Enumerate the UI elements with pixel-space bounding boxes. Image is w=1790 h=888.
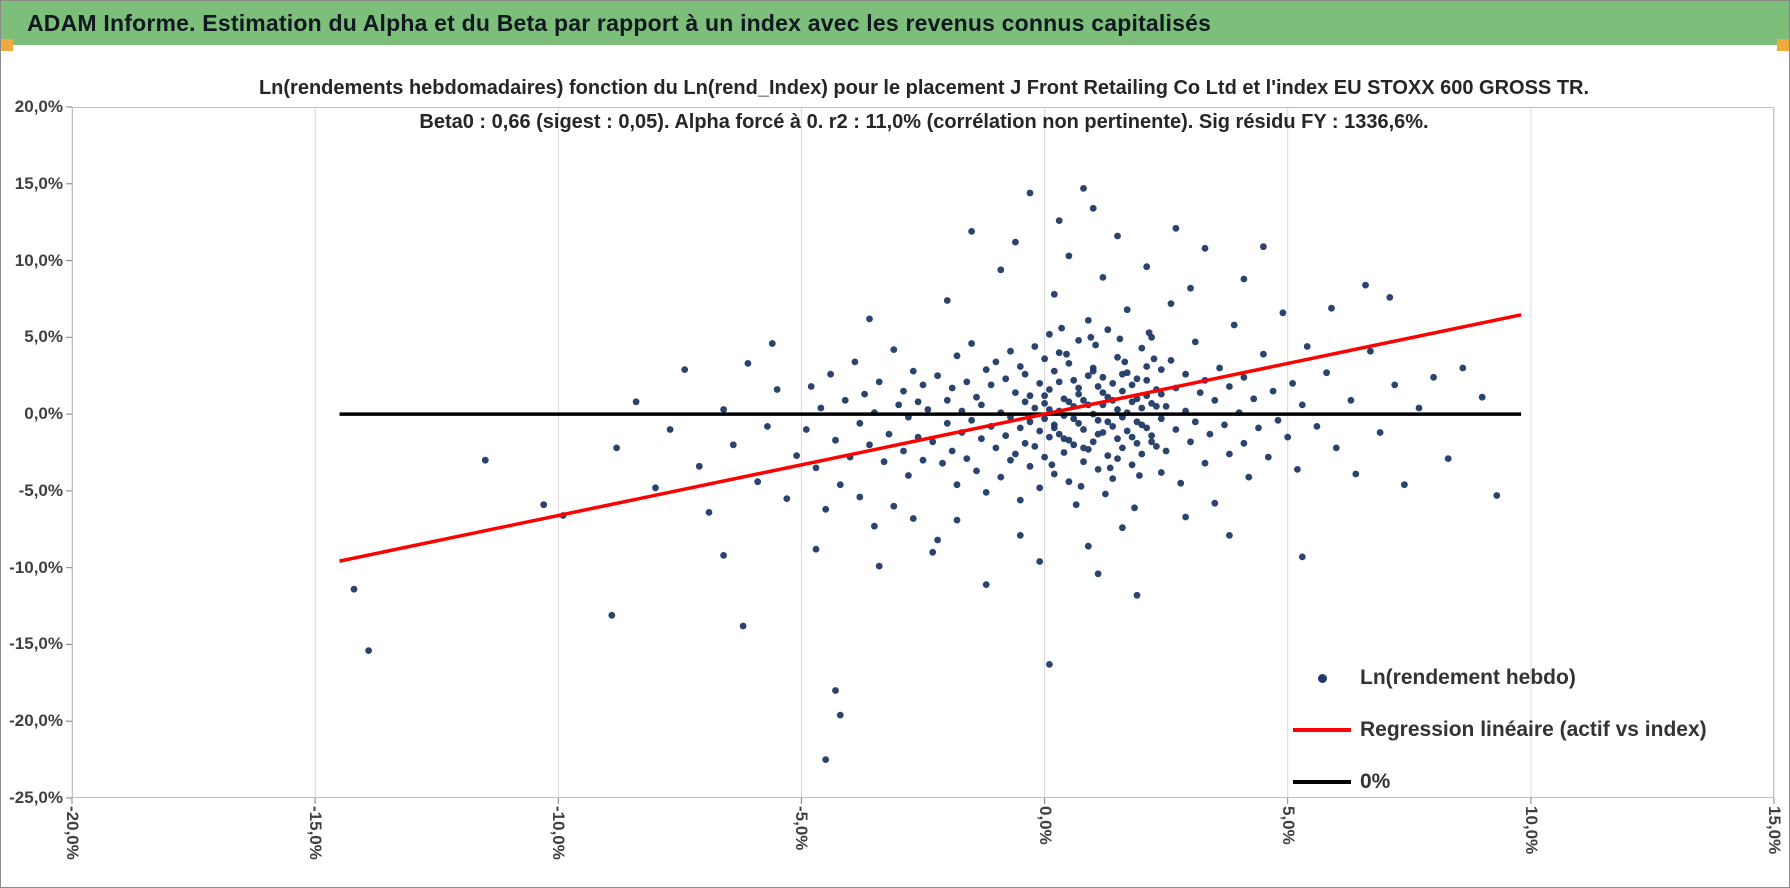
x-tick-label: -20,0% (63, 806, 82, 860)
accent-square-left (1, 39, 13, 51)
y-tick-label: -15,0% (9, 634, 63, 654)
y-tick-label: 20,0% (14, 97, 63, 116)
legend-zero-line-marker (1293, 780, 1351, 784)
title-bar: ADAM Informe. Estimation du Alpha et du … (1, 1, 1789, 45)
legend-label-series: Ln(rendement hebdo) (1360, 666, 1576, 689)
x-tick-label: 10,0% (1521, 806, 1541, 855)
legend-item-zero[interactable]: 0% (1293, 763, 1707, 801)
x-tick-label: -5,0% (792, 806, 812, 851)
x-tick-label: 15,0% (1765, 806, 1784, 855)
legend-label-regression: Regression linéaire (actif vs index) (1360, 718, 1707, 741)
chart-title-line1: Ln(rendements hebdomadaires) fonction du… (258, 77, 1590, 99)
y-tick-label: -5,0% (18, 480, 63, 500)
y-tick-label: -20,0% (9, 711, 63, 731)
y-tick-label: 15,0% (14, 173, 63, 193)
y-tick-label: -10,0% (9, 557, 63, 577)
y-tick-label: 0,0% (24, 404, 63, 424)
legend-dot-marker (1293, 673, 1351, 683)
y-tick-label: 5,0% (24, 327, 63, 347)
page-title: ADAM Informe. Estimation du Alpha et du … (27, 9, 1212, 36)
legend: Ln(rendement hebdo) Regression linéaire … (1293, 659, 1707, 801)
x-tick-label: -10,0% (549, 806, 569, 860)
y-tick-label: 10,0% (14, 250, 63, 270)
legend-item-regression[interactable]: Regression linéaire (actif vs index) (1293, 711, 1707, 749)
x-tick-label: 0,0% (1035, 806, 1055, 845)
legend-label-zero: 0% (1360, 770, 1391, 793)
accent-square-right (1777, 39, 1789, 51)
legend-regression-line-marker (1293, 728, 1351, 732)
legend-item-series[interactable]: Ln(rendement hebdo) (1293, 659, 1707, 697)
x-tick-label: 5,0% (1278, 806, 1298, 845)
x-tick-label: -15,0% (306, 806, 326, 860)
y-tick-label: -25,0% (9, 788, 63, 807)
plot-area[interactable] (66, 106, 1775, 804)
